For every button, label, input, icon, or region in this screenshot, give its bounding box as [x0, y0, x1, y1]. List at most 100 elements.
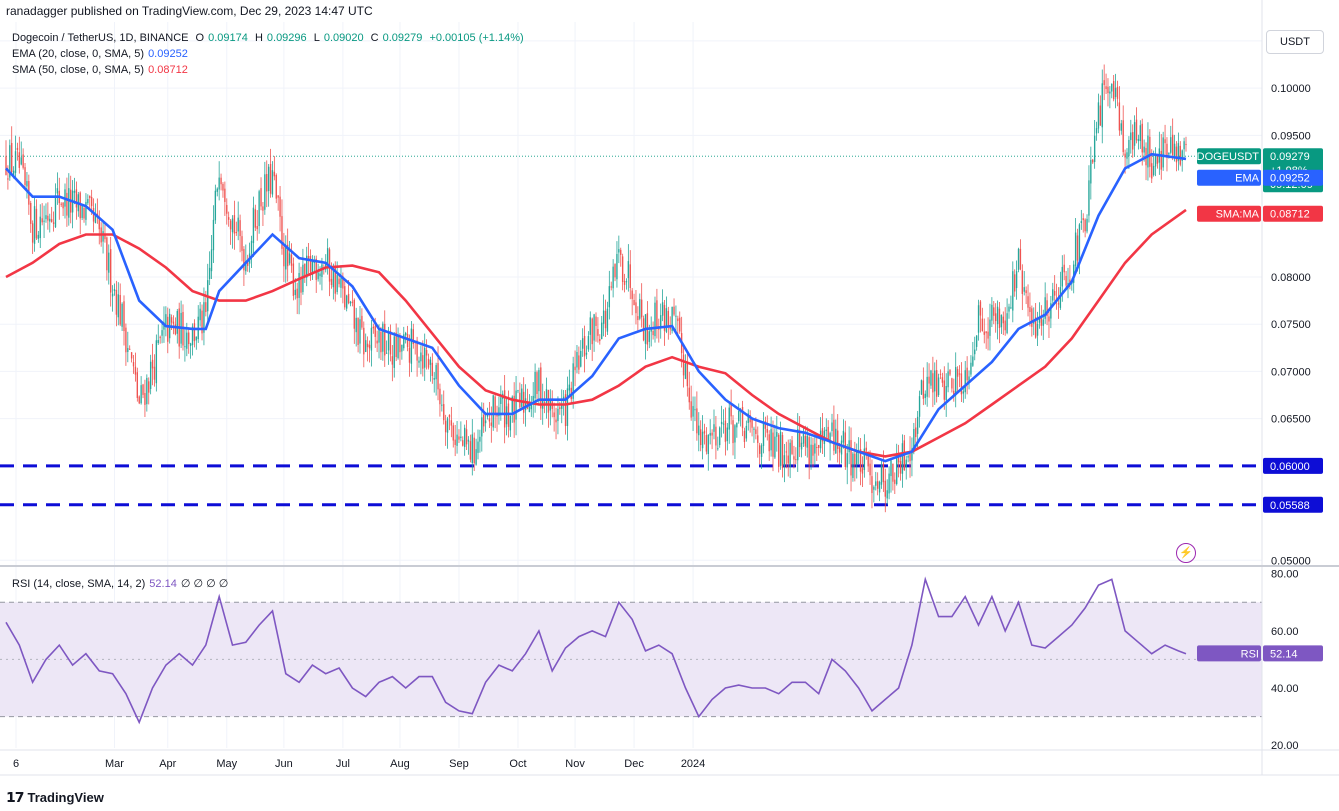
candle-body	[880, 465, 883, 485]
candle-body	[589, 317, 591, 335]
candle-body	[722, 423, 725, 425]
candle-body	[49, 218, 51, 222]
candle-body	[1111, 83, 1113, 92]
candle-body	[640, 299, 643, 318]
candle-body	[500, 397, 502, 404]
candle-body	[726, 427, 729, 442]
candle-body	[543, 402, 546, 404]
candle-body	[545, 389, 548, 404]
candle-body	[587, 336, 590, 350]
candle-body	[132, 362, 135, 367]
candle-body	[932, 373, 934, 393]
candle-body	[372, 326, 375, 329]
candle-body	[205, 302, 207, 312]
candle-body	[1065, 275, 1067, 286]
sma-legend[interactable]: SMA (50, close, 0, SMA, 5) 0.08712	[12, 64, 192, 76]
footer-brand[interactable]: 𝟭𝟳 TradingView	[6, 789, 104, 806]
candle-body	[745, 425, 748, 439]
candle-body	[463, 427, 466, 447]
candle-body	[134, 366, 137, 375]
candle-body	[212, 219, 215, 251]
candle-body	[483, 414, 485, 427]
candle-body	[1046, 300, 1048, 316]
candle-body	[104, 233, 106, 240]
candle-body	[1092, 159, 1094, 163]
candle-body	[264, 174, 266, 210]
candle-body	[1012, 271, 1014, 311]
candle-body	[602, 310, 605, 324]
lightning-icon[interactable]: ⚡	[1176, 543, 1196, 563]
candle-body	[201, 310, 203, 334]
candle-body	[532, 395, 534, 401]
candle-body	[1132, 132, 1134, 150]
candle-body	[298, 273, 300, 298]
candle-body	[1057, 303, 1060, 305]
candle-body	[123, 301, 125, 332]
candle-body	[486, 414, 489, 417]
candle-body	[524, 398, 527, 411]
candle-body	[922, 380, 925, 399]
candle-body	[555, 419, 557, 423]
candle-body	[835, 428, 837, 454]
candle-body	[111, 293, 114, 297]
candle-body	[576, 352, 578, 368]
candle-body	[728, 407, 730, 430]
candle-body	[271, 170, 274, 195]
candle-body	[778, 434, 780, 467]
price-tag-rsi-label-box	[1197, 645, 1261, 662]
candle-body	[81, 205, 83, 218]
price-tag-support-1-value-box	[1263, 457, 1323, 474]
candle-body	[1135, 119, 1138, 141]
candle-body	[540, 367, 542, 409]
rsi-legend[interactable]: RSI (14, close, SMA, 14, 2) 52.14 ∅ ∅ ∅ ∅	[12, 577, 232, 590]
price-tick-label: 0.08000	[1271, 272, 1311, 284]
candle-body	[52, 222, 55, 224]
candle-body	[1023, 287, 1025, 292]
candle-body	[856, 451, 858, 465]
candlesticks	[5, 64, 1187, 513]
ema-legend[interactable]: EMA (20, close, 0, SMA, 5) 0.09252	[12, 48, 192, 60]
candle-body	[422, 355, 424, 369]
candle-body	[905, 459, 907, 468]
candle-body	[210, 249, 213, 272]
candle-body	[916, 416, 919, 434]
candle-body	[665, 308, 668, 332]
candle-body	[688, 387, 690, 403]
candle-body	[955, 367, 957, 396]
candle-body	[869, 463, 871, 476]
candle-body	[121, 303, 123, 327]
candle-body	[930, 370, 932, 386]
price-tag-support-2-value: 0.05588	[1270, 500, 1310, 512]
candle-body	[16, 147, 19, 150]
candle-body	[1166, 143, 1168, 158]
candle-body	[909, 452, 911, 462]
candle-body	[159, 336, 161, 339]
candle-body	[153, 366, 156, 380]
candle-body	[1124, 153, 1126, 158]
candle-body	[671, 306, 673, 332]
candle-body	[1147, 135, 1149, 168]
currency-button[interactable]: USDT	[1266, 30, 1324, 54]
candle-body	[1130, 132, 1132, 141]
candle-body	[203, 302, 205, 333]
candle-body	[90, 196, 93, 207]
candle-body	[652, 330, 654, 336]
candle-body	[26, 181, 28, 187]
time-tick-label: Nov	[565, 758, 585, 770]
candle-body	[174, 324, 177, 335]
symbol-legend[interactable]: Dogecoin / TetherUS, 1D, BINANCE O 0.0917…	[12, 32, 528, 44]
candle-body	[68, 188, 70, 218]
candle-body	[568, 384, 571, 391]
candle-body	[599, 339, 601, 342]
candle-body	[572, 363, 574, 399]
candle-body	[606, 308, 609, 332]
price-tag-sma-label: SMA:MA	[1216, 209, 1260, 221]
candle-body	[403, 334, 405, 349]
candle-body	[852, 453, 854, 478]
candle-body	[222, 184, 224, 191]
candle-body	[281, 216, 283, 249]
candle-body	[1034, 317, 1037, 338]
price-tag-rsi-value-box	[1263, 645, 1323, 662]
time-tick-label: 2024	[681, 758, 705, 770]
candle-body	[47, 215, 49, 221]
